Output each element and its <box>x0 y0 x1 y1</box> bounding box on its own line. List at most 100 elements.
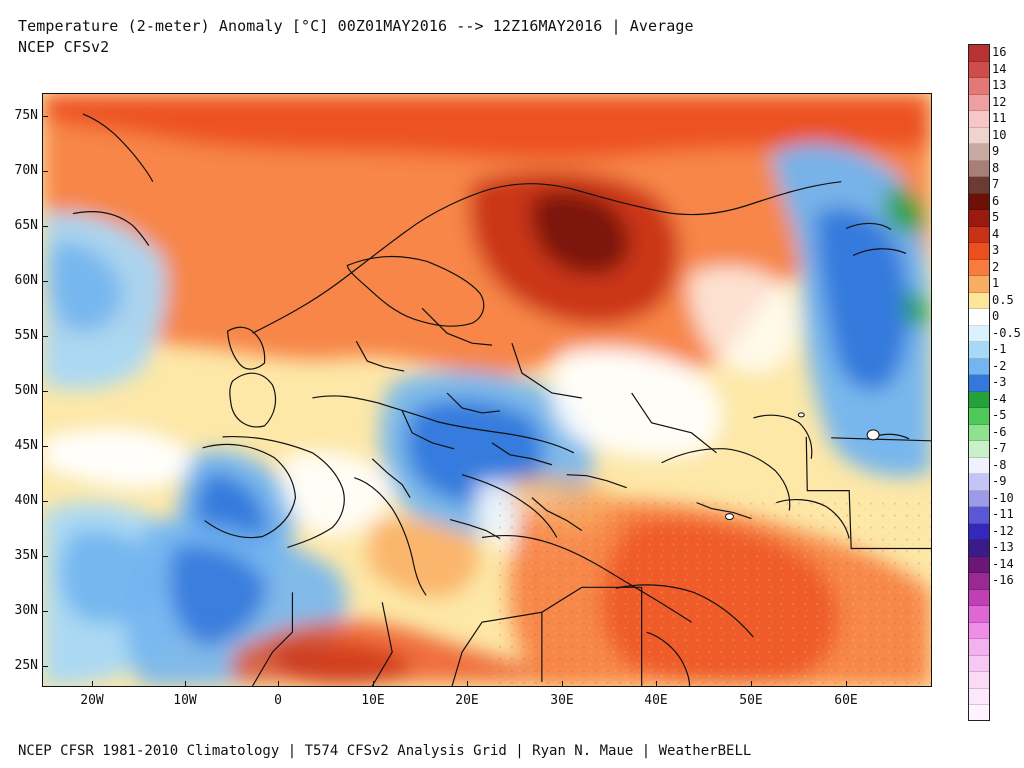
lat-label-55n: 55N <box>14 328 38 343</box>
colorbar-label <box>992 671 1022 688</box>
lat-label-25n: 25N <box>14 658 38 673</box>
colorbar-label: 0 <box>992 309 1000 324</box>
colorbar-label: -6 <box>992 424 1007 439</box>
colorbar-label: 6 <box>992 193 1000 208</box>
lat-tick <box>42 501 48 502</box>
anomaly-map-svg <box>43 94 931 686</box>
lon-tick <box>278 681 279 687</box>
colorbar-label: 14 <box>992 61 1007 76</box>
coastlines-and-borders <box>72 113 931 686</box>
colorbar-swatch <box>969 78 989 95</box>
colorbar-label: -5 <box>992 408 1007 423</box>
colorbar-swatch <box>969 193 989 210</box>
colorbar-swatch <box>969 556 989 573</box>
lat-tick <box>42 611 48 612</box>
colorbar-label: -16 <box>992 573 1014 588</box>
colorbar-swatch <box>969 705 989 720</box>
lat-label-65n: 65N <box>14 218 38 233</box>
colorbar-label: 4 <box>992 226 1000 241</box>
colorbar-swatch <box>969 160 989 177</box>
colorbar-swatch <box>969 622 989 639</box>
lat-label-60n: 60N <box>14 273 38 288</box>
temperature-colorbar-labels: 16 14 13 12 11 10 9 8 7 6 5 4 3 2 1 0.5 0 -0.5 -1 -2 -3 -4 -5-… <box>992 44 1022 721</box>
colorbar-swatch <box>969 127 989 144</box>
colorbar-label: -10 <box>992 490 1014 505</box>
lat-label-75n: 75N <box>14 108 38 123</box>
lon-label-10w: 10W <box>173 693 197 708</box>
colorbar-swatch <box>969 523 989 540</box>
lat-tick <box>42 336 48 337</box>
colorbar-swatch <box>969 259 989 276</box>
lakes <box>724 412 880 521</box>
colorbar-label: 12 <box>992 94 1007 109</box>
lat-label-45n: 45N <box>14 438 38 453</box>
colorbar-label <box>992 688 1022 705</box>
lon-tick <box>846 681 847 687</box>
lon-label-40e: 40E <box>644 693 668 708</box>
attribution-footer: NCEP CFSR 1981-2010 Climatology | T574 C… <box>18 743 752 759</box>
colorbar-label: 9 <box>992 144 1000 159</box>
colorbar-label <box>992 622 1022 639</box>
lat-tick <box>42 171 48 172</box>
colorbar-label: 0.5 <box>992 292 1014 307</box>
colorbar-swatch <box>969 408 989 425</box>
colorbar-label: -9 <box>992 474 1007 489</box>
colorbar-swatch <box>969 507 989 524</box>
colorbar-label: 2 <box>992 259 1000 274</box>
colorbar-swatch <box>969 474 989 491</box>
main-title: Temperature (2-meter) Anomaly [°C] 00Z01… <box>18 17 694 35</box>
colorbar-swatch <box>969 424 989 441</box>
colorbar-swatch <box>969 243 989 260</box>
colorbar-swatch <box>969 61 989 78</box>
lat-tick <box>42 666 48 667</box>
colorbar-label: -0.5 <box>992 325 1021 340</box>
colorbar-swatch <box>969 672 989 689</box>
lon-label-60e: 60E <box>834 693 858 708</box>
colorbar-label: -13 <box>992 540 1014 555</box>
lon-label-20w: 20W <box>80 693 104 708</box>
colorbar-label: -3 <box>992 375 1007 390</box>
colorbar-swatch <box>969 358 989 375</box>
colorbar-label: -14 <box>992 556 1014 571</box>
colorbar-label: 1 <box>992 276 1000 291</box>
colorbar-swatch <box>969 391 989 408</box>
lat-tick <box>42 281 48 282</box>
colorbar-swatch <box>969 688 989 705</box>
lat-label-70n: 70N <box>14 163 38 178</box>
texture-overlay <box>491 492 931 686</box>
lon-tick <box>373 681 374 687</box>
temperature-colorbar <box>968 44 990 721</box>
colorbar-label: -11 <box>992 507 1014 522</box>
colorbar-swatch <box>969 210 989 227</box>
lon-tick <box>185 681 186 687</box>
colorbar-swatch <box>969 655 989 672</box>
lat-label-35n: 35N <box>14 548 38 563</box>
colorbar-swatch <box>969 457 989 474</box>
lon-label-0: 0 <box>274 693 282 708</box>
colorbar-swatch <box>969 177 989 194</box>
colorbar-swatch <box>969 94 989 111</box>
lon-label-50e: 50E <box>739 693 763 708</box>
colorbar-label: 10 <box>992 127 1007 142</box>
colorbar-label <box>992 589 1022 606</box>
model-name: NCEP CFSv2 <box>18 38 110 56</box>
colorbar-swatch <box>969 441 989 458</box>
lon-tick <box>751 681 752 687</box>
colorbar-swatch <box>969 639 989 656</box>
colorbar-swatch <box>969 226 989 243</box>
lon-tick <box>656 681 657 687</box>
colorbar-label: 11 <box>992 111 1007 126</box>
colorbar-label: 16 <box>992 45 1007 60</box>
lat-label-30n: 30N <box>14 603 38 618</box>
lon-label-30e: 30E <box>550 693 574 708</box>
colorbar-swatch <box>969 45 989 62</box>
colorbar-label: 13 <box>992 78 1007 93</box>
colorbar-label: -1 <box>992 342 1007 357</box>
colorbar-label <box>992 655 1022 672</box>
colorbar-label <box>992 704 1022 721</box>
colorbar-label <box>992 638 1022 655</box>
colorbar-swatch <box>969 292 989 309</box>
colorbar-swatch <box>969 342 989 359</box>
lat-label-50n: 50N <box>14 383 38 398</box>
